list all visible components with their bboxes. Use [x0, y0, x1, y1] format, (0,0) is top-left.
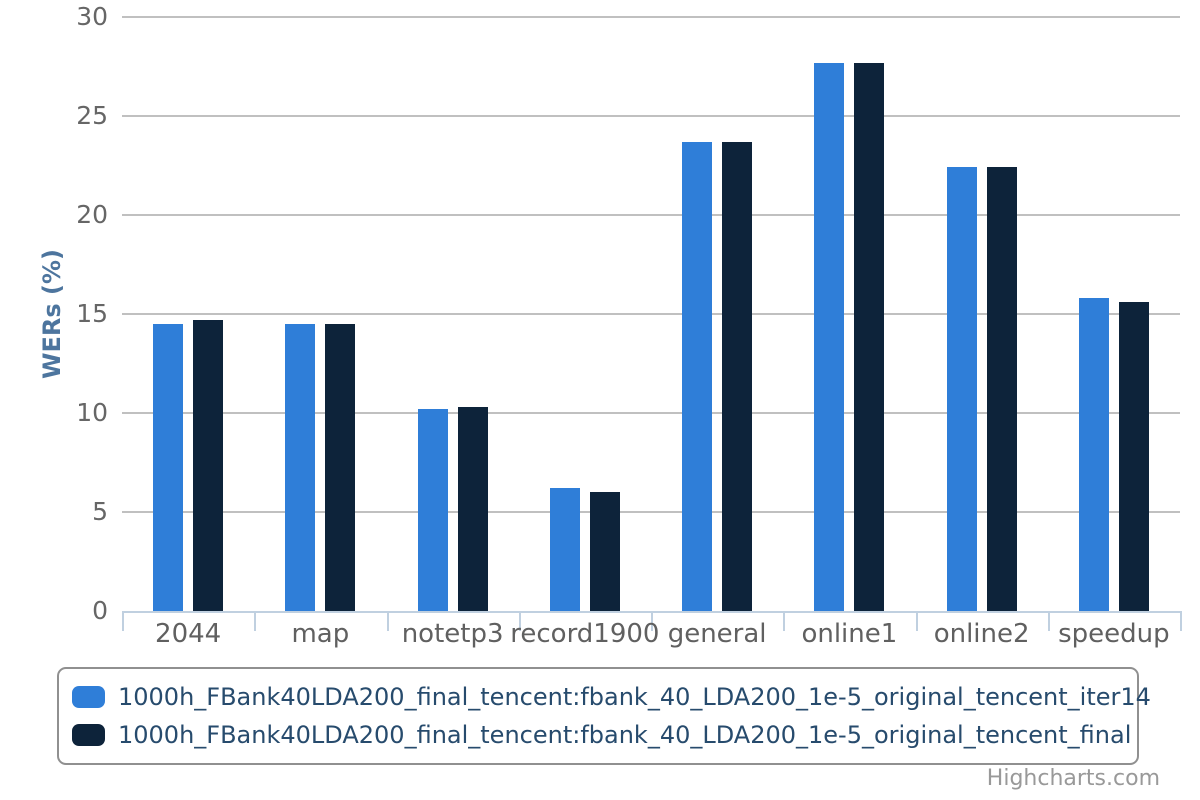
legend: 1000h_FBank40LDA200_final_tencent:fbank_…: [57, 667, 1151, 765]
bar-speedup-s2[interactable]: [1118, 302, 1149, 611]
bar-2044-s2[interactable]: [193, 319, 224, 611]
bar-record1900-s2[interactable]: [589, 492, 620, 611]
legend-series-swatch-icon: [72, 686, 105, 708]
y-axis-label: 15: [76, 299, 108, 328]
y-axis-title: WERs (%): [38, 249, 66, 379]
x-axis-tick: [122, 611, 124, 631]
bar-map-s1[interactable]: [285, 323, 316, 611]
x-axis-label-speedup: speedup: [1058, 619, 1170, 649]
bar-2044-s1[interactable]: [153, 323, 184, 611]
x-axis-label-online2: online2: [933, 619, 1030, 649]
x-axis-tick: [1047, 611, 1050, 631]
y-axis-label: 20: [76, 200, 108, 229]
y-axis-label: 0: [92, 596, 108, 625]
x-axis-label-2044: 2044: [155, 619, 222, 649]
gridline-25: [122, 115, 1180, 117]
bar-online2-s2[interactable]: [986, 167, 1017, 611]
bar-general-s2[interactable]: [722, 141, 753, 611]
x-axis-label-notetp3: notetp3: [401, 619, 504, 649]
x-axis-label-online1: online1: [801, 619, 898, 649]
x-axis-label-general: general: [667, 619, 767, 649]
x-axis-tick: [1180, 611, 1182, 631]
bar-record1900-s1[interactable]: [549, 488, 580, 611]
y-axis-label: 25: [76, 101, 108, 130]
gridline-20: [122, 214, 1180, 216]
bar-general-s1[interactable]: [682, 141, 713, 611]
gridline-15: [122, 313, 1180, 315]
bar-notetp3-s2[interactable]: [457, 407, 488, 611]
bar-online1-s2[interactable]: [854, 62, 885, 611]
legend-item-series2[interactable]: 1000h_FBank40LDA200_final_tencent:fbank_…: [72, 721, 1137, 750]
gridline-10: [122, 412, 1180, 414]
x-axis-tick: [254, 611, 257, 631]
gridline-5: [122, 511, 1180, 513]
y-axis-label: 10: [76, 398, 108, 427]
bar-map-s2[interactable]: [325, 323, 356, 611]
bar-notetp3-s1[interactable]: [417, 409, 448, 611]
bar-online1-s1[interactable]: [814, 62, 845, 611]
legend-item-label: 1000h_FBank40LDA200_final_tencent:fbank_…: [118, 682, 1151, 711]
gridline-30: [122, 16, 1180, 18]
x-axis-tick: [651, 611, 653, 631]
x-axis-tick: [518, 611, 521, 631]
legend-item-series1[interactable]: 1000h_FBank40LDA200_final_tencent:fbank_…: [72, 683, 1151, 712]
legend-item-label: 1000h_FBank40LDA200_final_tencent:fbank_…: [118, 720, 1132, 749]
y-axis-label: 5: [92, 497, 108, 526]
y-axis-label: 30: [76, 2, 108, 31]
bar-online2-s1[interactable]: [946, 167, 977, 611]
x-axis-tick: [783, 611, 786, 631]
highcharts-credits-link[interactable]: Highcharts.com: [986, 766, 1160, 791]
x-axis-tick: [915, 611, 918, 631]
x-axis-label-record1900: record1900: [510, 619, 660, 649]
bar-speedup-s1[interactable]: [1078, 298, 1109, 611]
legend-series-swatch-icon: [72, 724, 105, 746]
x-axis-label-map: map: [291, 619, 350, 649]
x-axis-tick: [386, 611, 389, 631]
